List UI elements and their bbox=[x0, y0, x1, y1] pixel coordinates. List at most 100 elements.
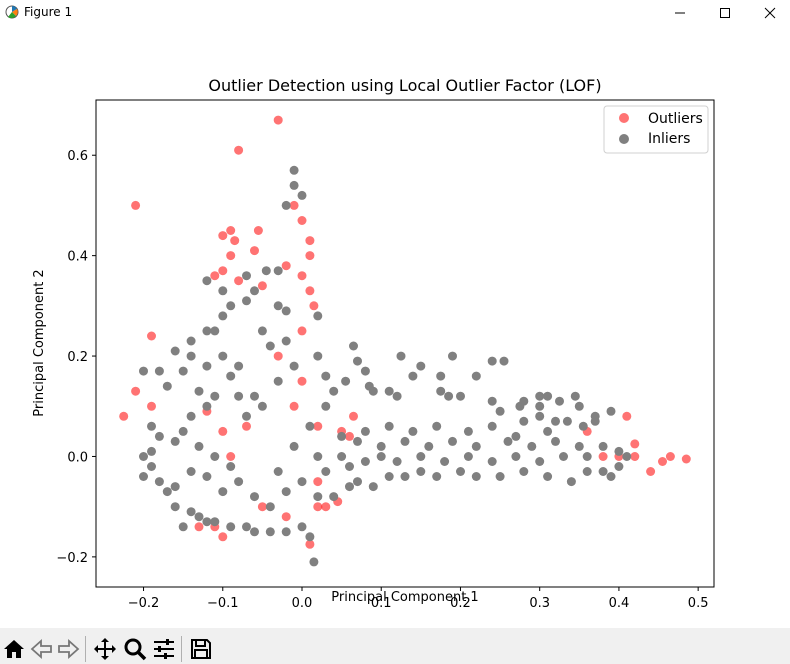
configure-subplots-button[interactable] bbox=[152, 637, 176, 661]
inliers-point bbox=[305, 421, 315, 431]
close-button[interactable] bbox=[748, 0, 790, 26]
inliers-point bbox=[436, 371, 446, 381]
inliers-point bbox=[440, 457, 450, 466]
inliers-point bbox=[424, 441, 434, 451]
inliers-point bbox=[400, 472, 410, 481]
outliers-point bbox=[281, 261, 291, 271]
x-tick-label: −0.2 bbox=[128, 596, 160, 611]
inliers-point bbox=[265, 502, 275, 512]
inliers-point bbox=[432, 472, 442, 481]
inliers-point bbox=[162, 487, 172, 497]
plot-frame bbox=[95, 99, 715, 588]
inliers-point bbox=[194, 441, 204, 451]
inliers-point bbox=[471, 441, 481, 451]
x-tick-label: 0.0 bbox=[292, 596, 313, 611]
inliers-point bbox=[226, 462, 236, 471]
x-axis-ticks: −0.2 −0.1 0.0 0.1 0.2 0.3 0.4 0.5 bbox=[128, 587, 709, 611]
inliers-point bbox=[186, 411, 196, 421]
pan-button[interactable] bbox=[93, 637, 117, 661]
outliers-point bbox=[309, 301, 319, 311]
y-tick-label: −0.2 bbox=[56, 551, 88, 566]
save-button[interactable] bbox=[189, 637, 213, 661]
inliers-point bbox=[265, 341, 275, 351]
outliers-point bbox=[297, 216, 307, 225]
inliers-point bbox=[463, 452, 473, 461]
configure-subplots-icon bbox=[154, 639, 174, 659]
inliers-point bbox=[349, 341, 358, 351]
outliers-point bbox=[345, 431, 354, 441]
inliers-point bbox=[313, 351, 323, 361]
outliers-point bbox=[321, 502, 331, 512]
inliers-point bbox=[448, 351, 457, 361]
forward-button[interactable] bbox=[56, 637, 80, 661]
inliers-point bbox=[396, 351, 406, 361]
inliers-point bbox=[535, 401, 545, 411]
home-button[interactable] bbox=[2, 637, 26, 661]
inliers-point bbox=[178, 366, 188, 376]
inliers-point bbox=[368, 386, 378, 396]
inliers-point bbox=[281, 306, 291, 316]
inliers-point bbox=[202, 361, 212, 371]
outliers-point bbox=[119, 411, 129, 421]
inliers-point bbox=[574, 401, 584, 411]
inliers-point bbox=[147, 462, 156, 471]
outliers-point bbox=[313, 421, 323, 431]
inliers-point bbox=[408, 371, 418, 381]
inliers-point bbox=[353, 356, 362, 366]
inliers-point bbox=[416, 361, 426, 371]
inliers-point bbox=[162, 381, 172, 391]
inliers-point bbox=[436, 386, 446, 396]
inliers-point bbox=[186, 351, 196, 361]
inliers-point bbox=[511, 431, 521, 441]
inliers-point bbox=[598, 441, 608, 451]
legend-label-outliers: Outliers bbox=[648, 111, 703, 127]
inliers-point bbox=[289, 361, 299, 371]
inliers-point bbox=[202, 326, 212, 336]
inliers-point bbox=[257, 326, 267, 336]
outliers-point bbox=[226, 452, 236, 461]
figure-canvas[interactable]: Outlier Detection using Local Outlier Fa… bbox=[0, 26, 790, 626]
inliers-point bbox=[154, 477, 164, 487]
outliers-point bbox=[273, 351, 283, 361]
inliers-point bbox=[337, 431, 347, 441]
x-tick-label: 0.5 bbox=[688, 596, 709, 611]
inliers-point bbox=[242, 411, 251, 421]
outliers-point bbox=[210, 271, 220, 281]
inliers-point bbox=[202, 472, 212, 481]
inliers-point bbox=[416, 452, 426, 461]
inliers-point bbox=[218, 351, 228, 361]
inliers-point bbox=[555, 396, 564, 406]
inliers-point bbox=[614, 446, 624, 456]
legend-label-inliers: Inliers bbox=[648, 131, 690, 147]
inliers-point bbox=[297, 522, 307, 532]
minimize-button[interactable] bbox=[658, 0, 702, 26]
inliers-point bbox=[281, 336, 291, 346]
outliers-point bbox=[257, 281, 267, 291]
inliers-point bbox=[226, 301, 236, 311]
zoom-button[interactable] bbox=[123, 637, 147, 661]
inliers-point bbox=[535, 411, 545, 421]
inliers-point bbox=[194, 386, 204, 396]
back-button[interactable] bbox=[30, 637, 54, 661]
inliers-point bbox=[194, 512, 204, 522]
inliers-point bbox=[273, 301, 283, 311]
inliers-point bbox=[210, 391, 220, 401]
inliers-point bbox=[281, 200, 291, 210]
inliers-point bbox=[360, 457, 370, 466]
inliers-point bbox=[273, 376, 283, 386]
inliers-point bbox=[313, 311, 323, 321]
outliers-point bbox=[598, 452, 608, 461]
series-outliers bbox=[119, 115, 691, 549]
x-axis-label: Principal Component 1 bbox=[331, 590, 478, 605]
maximize-button[interactable] bbox=[703, 0, 747, 26]
inliers-point bbox=[234, 477, 244, 487]
inliers-point bbox=[487, 356, 497, 366]
inliers-point bbox=[313, 492, 323, 502]
inliers-point bbox=[186, 336, 196, 346]
inliers-point bbox=[471, 472, 481, 481]
inliers-point bbox=[353, 477, 362, 487]
outliers-point bbox=[681, 454, 691, 464]
inliers-point bbox=[226, 371, 236, 381]
outliers-point bbox=[273, 115, 283, 125]
minimize-icon bbox=[675, 12, 685, 14]
